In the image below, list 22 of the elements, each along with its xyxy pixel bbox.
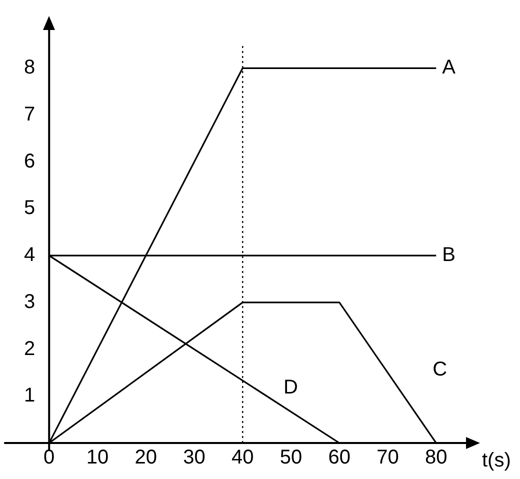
y-tick-label: 4 — [24, 244, 36, 266]
series-label: D — [284, 376, 298, 398]
x-tick-label: 80 — [425, 446, 448, 469]
x-tick-label: 70 — [376, 446, 399, 469]
x-axis-title: t(s) — [482, 450, 511, 472]
y-tick-label: 3 — [24, 290, 36, 313]
x-tick-label: 50 — [280, 446, 302, 469]
y-tick-label: 8 — [24, 56, 36, 79]
x-tick-label: 60 — [328, 446, 351, 469]
y-tick-label: 1 — [24, 384, 36, 407]
y-tick-label: 2 — [24, 338, 36, 360]
series-label: A — [442, 56, 456, 79]
y-tick-label: 5 — [24, 197, 36, 220]
series-label: C — [432, 358, 448, 380]
y-tick-label: 7 — [24, 104, 36, 126]
x-tick-label: 20 — [134, 446, 157, 469]
y-tick-label: 6 — [24, 150, 36, 172]
x-tick-label: 10 — [86, 446, 109, 469]
x-tick-label: 30 — [183, 446, 206, 469]
series-label: B — [442, 244, 456, 266]
x-tick-label: 0 — [44, 446, 55, 469]
x-tick-label: 40 — [232, 446, 254, 469]
